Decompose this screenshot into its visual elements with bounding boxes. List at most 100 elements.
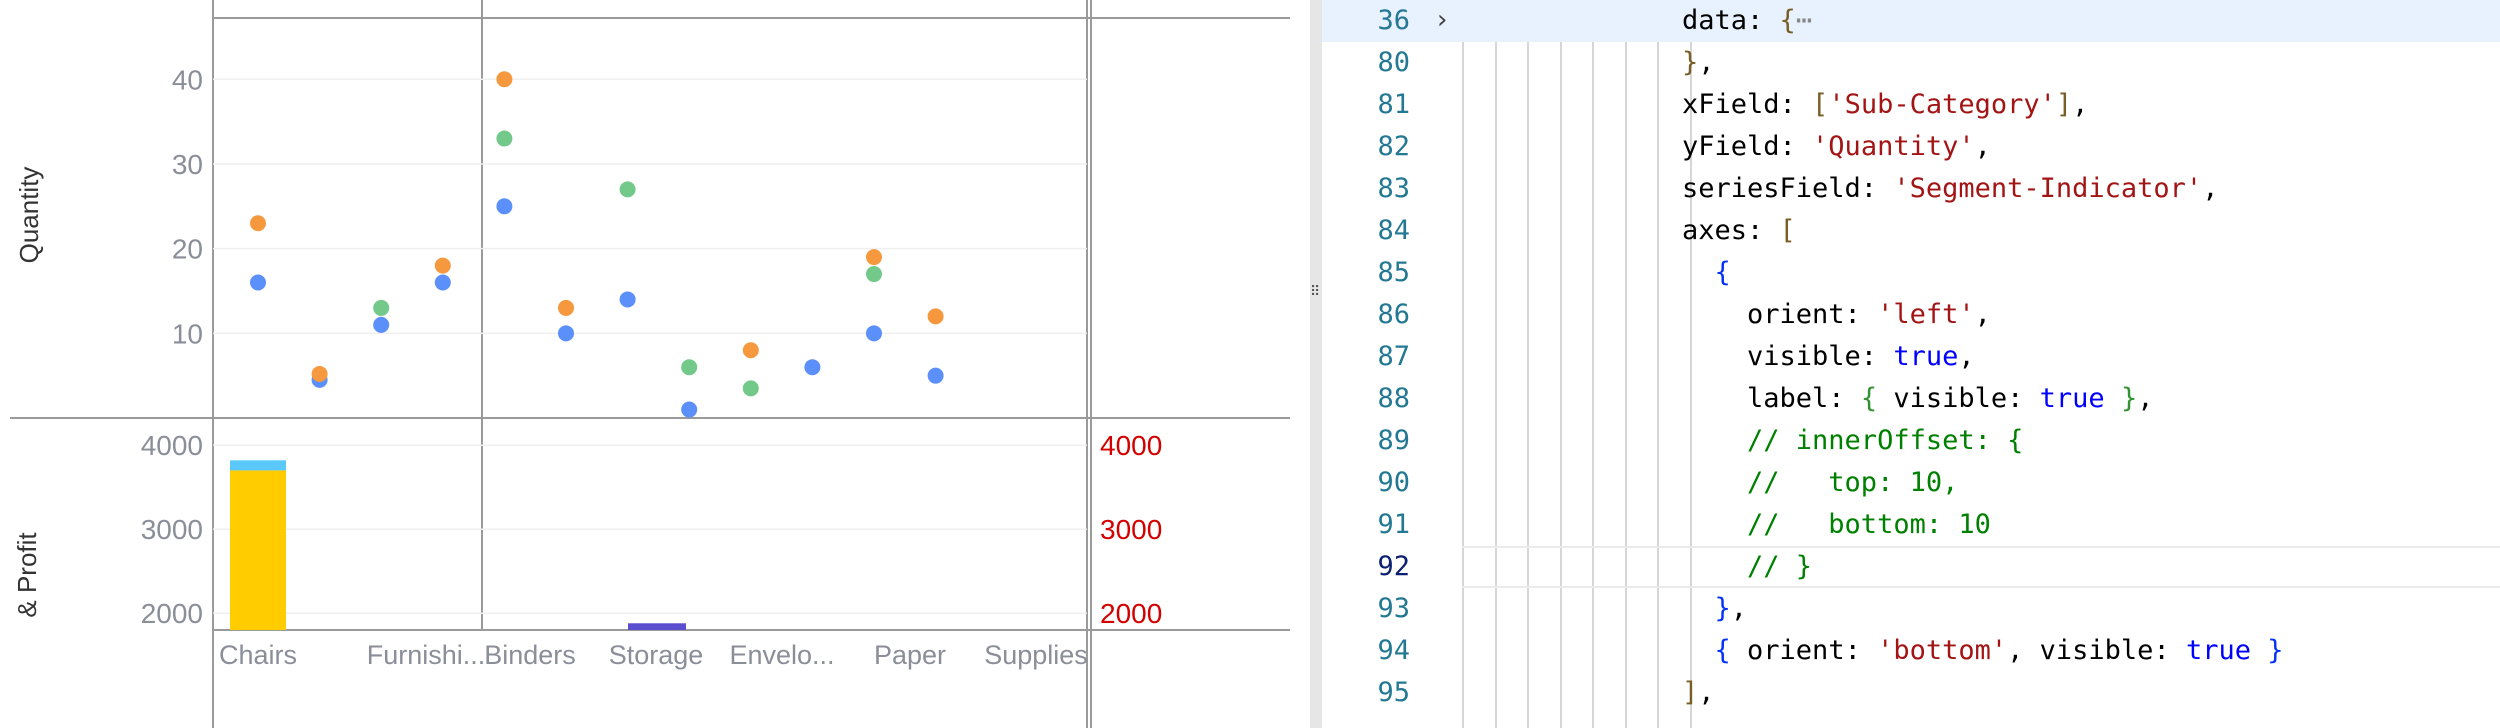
code-line[interactable]: 82 yField: 'Quantity',: [1322, 126, 2500, 168]
scatter-point: [496, 71, 513, 88]
code-token: {: [1714, 257, 1731, 288]
bar: [230, 470, 286, 630]
code-line[interactable]: 81 xField: ['Sub-Category'],: [1322, 84, 2500, 126]
code-token: ]: [2055, 89, 2073, 120]
code-text[interactable]: // }: [1682, 546, 1812, 588]
code-text[interactable]: // innerOffset: {: [1682, 420, 2023, 462]
code-token: [1682, 635, 1715, 666]
code-text[interactable]: visible: true,: [1682, 336, 1975, 378]
line-number: 89: [1377, 425, 1410, 456]
line-number: 93: [1377, 593, 1410, 624]
code-line[interactable]: 83 seriesField: 'Segment-Indicator',: [1322, 168, 2500, 210]
code-line[interactable]: 86 orient: 'left',: [1322, 294, 2500, 336]
code-line[interactable]: 85 {: [1322, 252, 2500, 294]
code-token: {: [1779, 5, 1796, 36]
code-editor[interactable]: 36 › data: {⋯ 80}, 81 xField: ['Sub-Category'…: [1322, 0, 2500, 728]
scatter-point: [373, 299, 390, 316]
code-token: orient:: [1682, 299, 1878, 330]
code-text[interactable]: seriesField: 'Segment-Indicator',: [1682, 168, 2218, 210]
code-token: }: [2120, 383, 2138, 414]
code-line[interactable]: 89 // innerOffset: {: [1322, 420, 2500, 462]
line-number: 86: [1377, 299, 1410, 330]
x-category-label: Paper: [874, 640, 946, 670]
code-text[interactable]: yField: 'Quantity',: [1682, 126, 1991, 168]
indent-guide: [1624, 0, 1627, 728]
code-text[interactable]: },: [1682, 588, 1748, 630]
code-token: // bottom: 10: [1682, 509, 1991, 540]
chart-canvas: 10 20 30 40 Quantity 2000 3000 4000 2000 3000 4000…: [10, 0, 1290, 728]
code-text[interactable]: axes: [: [1682, 210, 1796, 252]
line-number: 81: [1377, 89, 1410, 120]
code-token: data:: [1682, 5, 1780, 36]
code-text[interactable]: {: [1682, 252, 1731, 294]
fold-chevron-icon[interactable]: ›: [1434, 5, 1450, 35]
scatter-point: [434, 257, 451, 274]
code-text[interactable]: },: [1682, 42, 1715, 84]
indent-guide: [1559, 0, 1562, 728]
bar-y2-tick-label: 4000: [1100, 430, 1162, 461]
code-line[interactable]: 95],: [1322, 672, 2500, 714]
drag-handle-icon[interactable]: ⠿: [1310, 284, 1321, 300]
code-token: 'Quantity': [1812, 131, 1975, 162]
scatter-point: [496, 198, 513, 215]
line-number: 82: [1377, 131, 1410, 162]
code-text[interactable]: ],: [1682, 672, 1715, 714]
code-token: // top: 10,: [1682, 467, 1959, 498]
code-line[interactable]: 80},: [1322, 42, 2500, 84]
scatter-y-tick-label: 10: [172, 318, 203, 349]
bar-y2-tick-label: 3000: [1100, 514, 1162, 545]
scatter-point: [742, 380, 759, 397]
code-text[interactable]: { orient: 'bottom', visible: true }: [1682, 630, 2284, 672]
code-text[interactable]: // bottom: 10: [1682, 504, 1991, 546]
scatter-point: [927, 308, 944, 325]
scatter-point: [866, 266, 882, 283]
chart-preview-pane: 10 20 30 40 Quantity 2000 3000 4000 2000 3000 4000…: [10, 0, 1290, 728]
code-token: }: [1682, 47, 1699, 78]
scatter-point: [434, 274, 451, 291]
code-token: ]: [1682, 677, 1699, 708]
pane-splitter[interactable]: ⠿: [1310, 0, 1322, 728]
scatter-point: [496, 130, 513, 147]
line-number: 36: [1377, 5, 1410, 36]
code-token: [: [1779, 215, 1796, 246]
code-line[interactable]: 88 label: { visible: true },: [1322, 378, 2500, 420]
scatter-point: [373, 316, 390, 333]
x-category-label: Binders: [484, 640, 576, 670]
line-number: 85: [1377, 257, 1410, 288]
folded-ellipsis-icon[interactable]: ⋯: [1795, 5, 1813, 36]
line-number: 80: [1377, 47, 1410, 78]
code-line[interactable]: 36 › data: {⋯: [1322, 0, 2500, 42]
code-token: visible:: [1877, 383, 2040, 414]
scatter-point: [742, 342, 759, 359]
code-line[interactable]: 93 },: [1322, 588, 2500, 630]
code-line[interactable]: 87 visible: true,: [1322, 336, 2500, 378]
code-text[interactable]: xField: ['Sub-Category'],: [1682, 84, 2088, 126]
code-text[interactable]: // top: 10,: [1682, 462, 1958, 504]
code-token: 'Sub-Category': [1828, 89, 2056, 120]
code-token: 'bottom': [1877, 635, 2008, 666]
code-text[interactable]: data: {⋯: [1682, 0, 1812, 42]
line-number: 91: [1377, 509, 1410, 540]
scatter-point: [619, 181, 636, 198]
code-token: 'Segment-Indicator': [1893, 173, 2203, 204]
code-line[interactable]: 94 { orient: 'bottom', visible: true }: [1322, 630, 2500, 672]
code-token: ,: [1698, 677, 1715, 708]
code-token: true: [1893, 341, 1959, 372]
indent-guide: [1462, 0, 1464, 728]
bar: [628, 623, 686, 630]
code-line[interactable]: 91 // bottom: 10: [1322, 504, 2500, 546]
code-text[interactable]: label: { visible: true },: [1682, 378, 2153, 420]
x-category-label: Chairs: [219, 640, 297, 670]
code-token: // innerOffset: {: [1682, 425, 2024, 456]
scatter-y-axis-title: Quantity: [14, 167, 44, 264]
x-category-label: Envelo...: [729, 640, 834, 670]
line-number: 88: [1377, 383, 1410, 414]
bar-y-axis-title: & Profit: [12, 532, 42, 618]
code-token: true: [2039, 383, 2105, 414]
code-line[interactable]: 90 // top: 10,: [1322, 462, 2500, 504]
code-text[interactable]: orient: 'left',: [1682, 294, 1991, 336]
code-line[interactable]: 92 // }: [1322, 546, 2500, 588]
code-line[interactable]: 84 axes: [: [1322, 210, 2500, 252]
indent-guide: [1494, 0, 1497, 728]
x-category-label: Furnishi...: [367, 640, 486, 670]
